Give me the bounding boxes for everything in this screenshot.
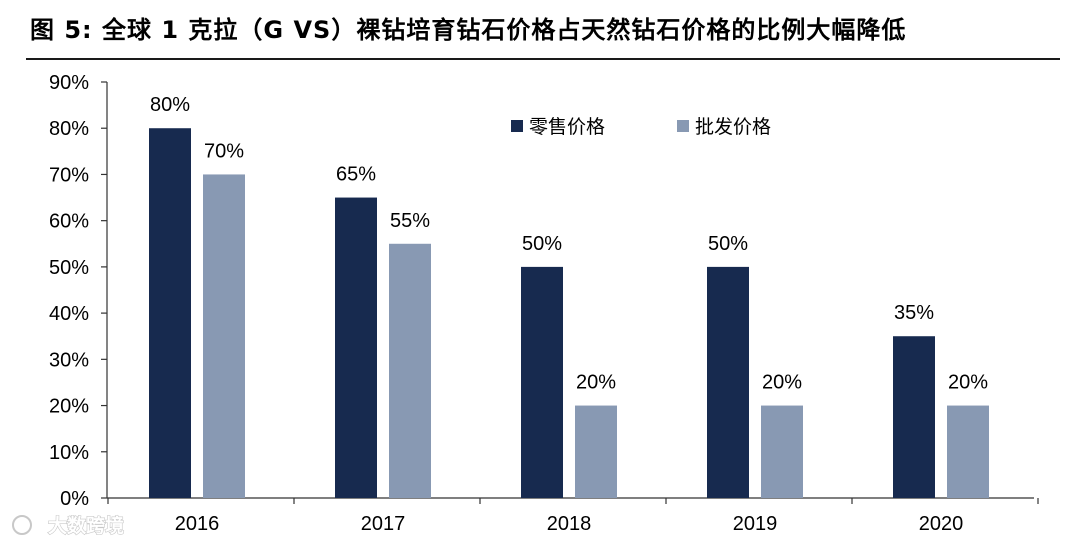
y-tick-label: 30%	[49, 349, 89, 371]
data-label: 20%	[762, 372, 802, 394]
watermark-logo-icon	[12, 515, 32, 535]
bar-wholesale	[947, 405, 989, 498]
y-tick-label: 60%	[49, 211, 89, 233]
bar-wholesale	[575, 405, 617, 498]
data-label: 65%	[336, 164, 376, 186]
data-label: 50%	[522, 233, 562, 255]
chart-title: 图 5: 全球 1 克拉（G VS）裸钻培育钻石价格占天然钻石价格的比例大幅降低	[30, 16, 907, 44]
bar-wholesale	[203, 174, 245, 498]
y-tick-label: 10%	[49, 442, 89, 464]
bar-wholesale	[761, 405, 803, 498]
bar-retail	[521, 266, 563, 498]
x-tick-label: 2019	[733, 513, 778, 535]
bar-retail	[149, 128, 191, 498]
data-label: 35%	[894, 302, 934, 324]
legend-swatch	[677, 120, 689, 132]
legend-label: 批发价格	[695, 116, 771, 138]
legend-swatch	[511, 120, 523, 132]
data-label: 50%	[708, 233, 748, 255]
data-label: 55%	[390, 210, 430, 232]
data-label: 20%	[576, 372, 616, 394]
x-tick-label: 2020	[919, 513, 964, 535]
title-divider	[26, 58, 1060, 60]
watermark-text: 大数跨境	[48, 514, 124, 537]
y-tick-label: 90%	[49, 72, 89, 94]
data-label: 80%	[150, 94, 190, 116]
bar-retail	[893, 336, 935, 498]
y-tick-label: 70%	[49, 164, 89, 186]
y-tick-label: 80%	[49, 118, 89, 140]
y-tick-label: 20%	[49, 396, 89, 418]
x-tick-label: 2016	[175, 513, 220, 535]
y-tick-label: 0%	[60, 488, 89, 510]
bar-wholesale	[389, 243, 431, 498]
y-tick-label: 40%	[49, 303, 89, 325]
bar-retail	[335, 197, 377, 499]
x-tick-label: 2017	[361, 513, 406, 535]
data-label: 70%	[204, 140, 244, 162]
x-tick-label: 2018	[547, 513, 592, 535]
data-label: 20%	[948, 372, 988, 394]
legend-label: 零售价格	[529, 116, 605, 138]
y-tick-label: 50%	[49, 257, 89, 279]
bar-retail	[707, 266, 749, 498]
